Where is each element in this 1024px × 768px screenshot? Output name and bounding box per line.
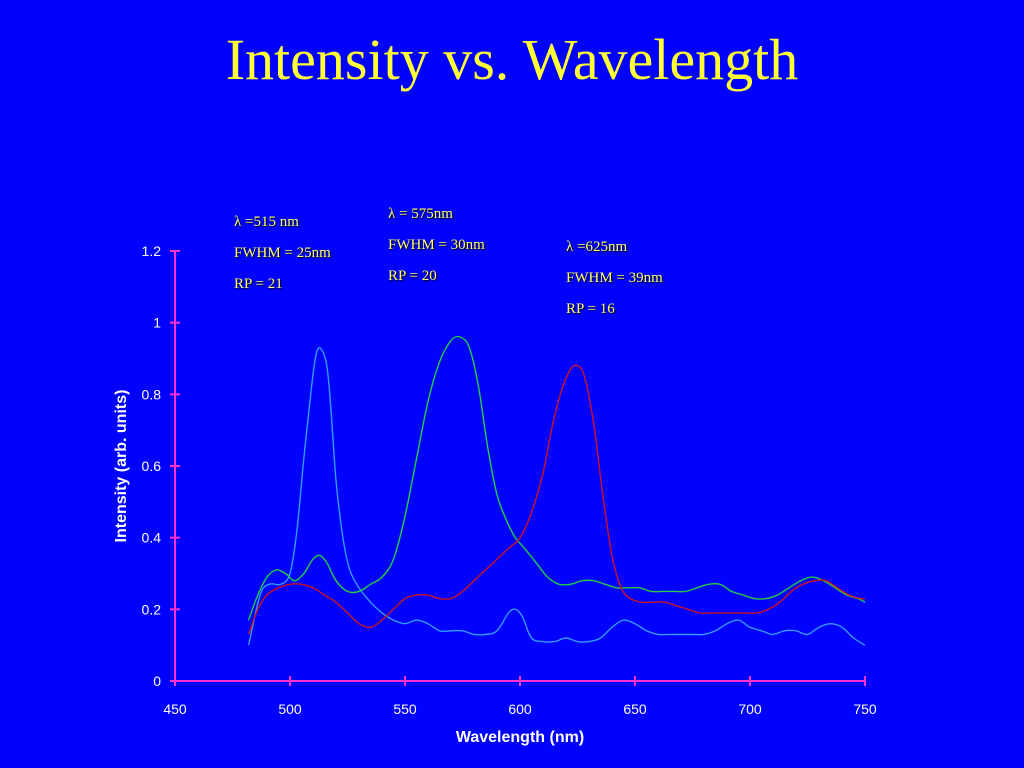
annotation-peak-625: λ =625nm FWHM = 39nm RP = 16 bbox=[566, 232, 663, 325]
annotation-line: RP = 20 bbox=[388, 268, 437, 284]
slide-title: Intensity vs. Wavelength bbox=[225, 27, 799, 92]
series-line-3 bbox=[247, 364, 866, 635]
annotation-peak-515: λ =515 nm FWHM = 25nm RP = 21 bbox=[234, 207, 331, 300]
x-tick-label: 450 bbox=[163, 701, 187, 717]
x-tick-label: 650 bbox=[623, 701, 647, 717]
annotation-line: λ =625nm bbox=[566, 239, 628, 255]
x-tick-label: 750 bbox=[853, 701, 877, 717]
annotation-line: FWHM = 25nm bbox=[234, 245, 331, 261]
y-tick-label: 1 bbox=[153, 315, 161, 331]
y-tick-label: 0.2 bbox=[142, 601, 162, 617]
series-line-1 bbox=[247, 346, 866, 646]
annotation-line: λ =515 nm bbox=[234, 214, 299, 230]
x-tick-label: 550 bbox=[393, 701, 417, 717]
annotation-line: λ = 575nm bbox=[388, 206, 453, 222]
annotation-line: FWHM = 30nm bbox=[388, 237, 485, 253]
x-tick-label: 500 bbox=[278, 701, 302, 717]
y-axis-label: Intensity (arb. units) bbox=[113, 390, 130, 543]
y-tick-label: 0.4 bbox=[142, 530, 162, 546]
y-tick-label: 0.6 bbox=[142, 458, 162, 474]
annotation-peak-575: λ = 575nm FWHM = 30nm RP = 20 bbox=[388, 199, 485, 292]
annotation-line: FWHM = 39nm bbox=[566, 270, 663, 286]
chart-series-layer bbox=[247, 335, 866, 646]
annotation-line: RP = 21 bbox=[234, 276, 283, 292]
annotation-line: RP = 16 bbox=[566, 301, 615, 317]
series-line-2 bbox=[247, 335, 866, 621]
x-tick-label: 700 bbox=[738, 701, 762, 717]
y-tick-label: 1.2 bbox=[142, 243, 162, 259]
chart-axes bbox=[170, 250, 866, 686]
y-tick-label: 0.8 bbox=[142, 386, 162, 402]
y-tick-label: 0 bbox=[153, 673, 161, 689]
chart-tick-labels: 0 0.2 0.4 0.6 0.8 1 1.2 450 500 550 600 650 700 750 bbox=[142, 243, 877, 717]
x-axis-label: Wavelength (nm) bbox=[456, 729, 584, 746]
x-tick-label: 600 bbox=[508, 701, 532, 717]
